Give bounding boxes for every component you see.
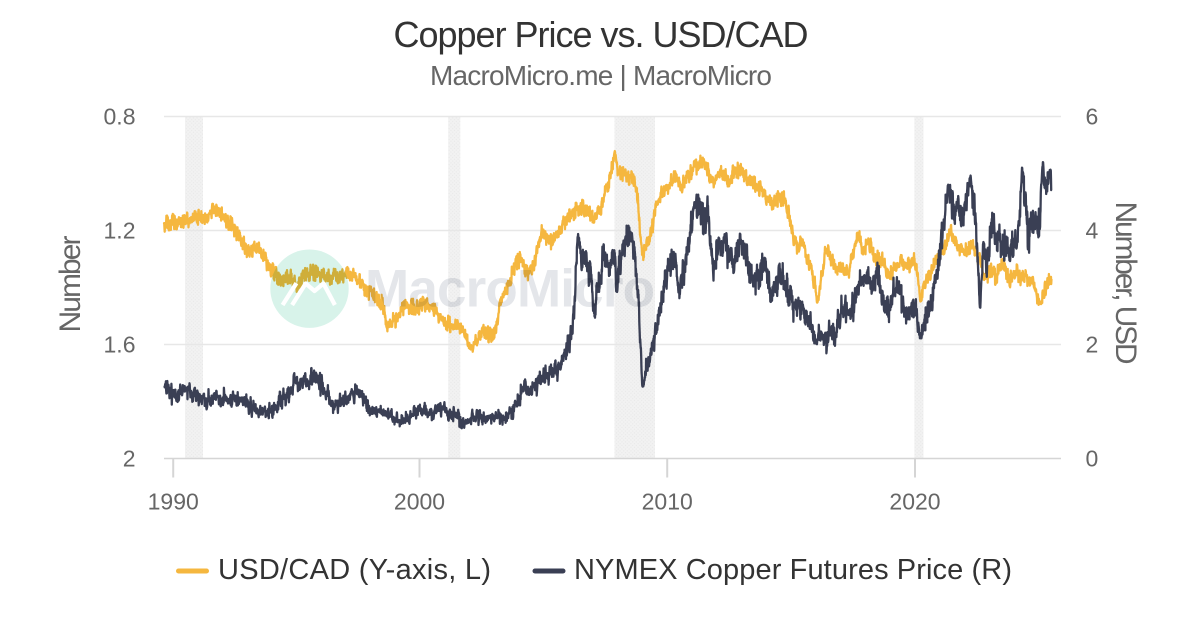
svg-text:Number: Number — [54, 236, 87, 333]
svg-text:USD/CAD (Y-axis, L): USD/CAD (Y-axis, L) — [218, 554, 491, 586]
svg-text:2000: 2000 — [394, 489, 445, 515]
svg-text:Number, USD: Number, USD — [1109, 202, 1142, 365]
svg-text:6: 6 — [1086, 103, 1099, 129]
svg-text:1.2: 1.2 — [104, 217, 136, 243]
svg-text:2: 2 — [123, 445, 136, 471]
svg-text:MacroMicro: MacroMicro — [365, 260, 655, 319]
svg-text:Copper Price vs. USD/CAD: Copper Price vs. USD/CAD — [394, 14, 809, 55]
svg-text:2: 2 — [1086, 331, 1099, 357]
svg-text:0.8: 0.8 — [104, 103, 136, 129]
svg-text:2010: 2010 — [642, 489, 693, 515]
svg-text:0: 0 — [1086, 445, 1099, 471]
svg-text:2020: 2020 — [889, 489, 940, 515]
svg-text:1990: 1990 — [148, 489, 199, 515]
svg-text:1.6: 1.6 — [104, 331, 136, 357]
svg-text:MacroMicro.me | MacroMicro: MacroMicro.me | MacroMicro — [430, 60, 772, 91]
svg-text:NYMEX Copper Futures Price (R): NYMEX Copper Futures Price (R) — [574, 554, 1012, 586]
svg-text:4: 4 — [1086, 217, 1099, 243]
